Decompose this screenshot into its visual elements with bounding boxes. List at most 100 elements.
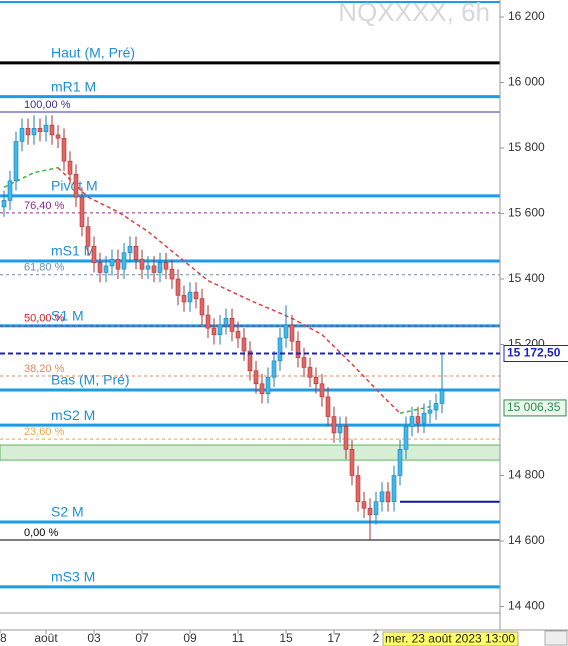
candle-body	[73, 173, 79, 198]
settings-icon[interactable]	[544, 630, 568, 646]
pivot-label: S2 M	[51, 504, 84, 520]
candle-body	[31, 128, 37, 136]
pivot-label: S1 M	[51, 308, 84, 324]
candle-body	[61, 137, 67, 162]
pivot-label: mR1 M	[51, 78, 96, 94]
y-tick-label: 14 600	[508, 533, 545, 547]
candle-body	[307, 367, 313, 378]
candle-body	[283, 324, 289, 339]
candle-body	[235, 331, 241, 339]
candle-body	[247, 350, 253, 372]
x-tick-label: août	[34, 631, 58, 645]
candle-body	[277, 337, 283, 362]
x-tick-label: 03	[87, 631, 101, 645]
fib-label: 23,60 %	[24, 426, 65, 438]
candle-body	[7, 180, 13, 201]
candle-body	[187, 291, 193, 303]
candle-body	[223, 318, 229, 326]
candle-body	[115, 259, 121, 270]
candle-body	[91, 245, 97, 263]
candle-body	[163, 262, 169, 270]
candle-body	[97, 262, 103, 273]
candle-body	[439, 390, 445, 404]
candle-body	[373, 501, 379, 516]
candle-body	[289, 324, 295, 342]
candle-body	[55, 134, 61, 139]
candle-body	[199, 298, 205, 316]
x-tick-label: 07	[135, 631, 149, 645]
candle-body	[67, 160, 73, 175]
candle-body	[385, 491, 391, 502]
pivot-label: mS1 M	[51, 243, 95, 259]
candle-body	[85, 226, 91, 247]
candle-body	[157, 262, 163, 273]
candle-body	[427, 409, 433, 414]
candle-body	[127, 245, 133, 254]
candle-body	[37, 128, 43, 132]
candle-body	[205, 314, 211, 329]
tooltip-text: mer. 23 août 2023 13:00	[385, 632, 515, 646]
candle-body	[145, 265, 151, 270]
candle-body	[367, 507, 373, 516]
candle-body	[211, 327, 217, 335]
candle-body	[391, 475, 397, 502]
price-label-box	[503, 345, 568, 363]
candle-body	[217, 324, 223, 335]
watermark-title: NQXXXX, 6h	[338, 0, 490, 27]
candle-body	[25, 128, 31, 136]
y-tick-label: 14 400	[508, 599, 545, 613]
candle-body	[397, 449, 403, 476]
candle-body	[313, 376, 319, 385]
candle-body	[175, 278, 181, 296]
candle-body	[109, 259, 115, 267]
candle-body	[49, 124, 55, 136]
candle-body	[103, 265, 109, 273]
candle-body	[271, 360, 277, 378]
x-tick-label: 17	[327, 631, 341, 645]
x-tick-label: 11	[232, 631, 245, 645]
candle-body	[133, 245, 139, 260]
candle-body	[241, 337, 247, 352]
y-tick-label: 15 800	[508, 140, 545, 154]
y-tick-label: 14 800	[508, 468, 545, 482]
candle-body	[253, 370, 259, 385]
fib-label: 76,40 %	[24, 200, 65, 212]
average-label: 15 006,35	[507, 400, 561, 414]
candle-body	[121, 252, 127, 270]
candle-body	[19, 128, 25, 142]
y-tick-label: 16 200	[508, 9, 545, 23]
candle-body	[181, 295, 187, 303]
candle-body	[421, 412, 427, 424]
x-tick-label: 8	[0, 631, 7, 645]
zone	[0, 444, 501, 461]
price-label: 15 172,50	[507, 346, 561, 360]
candle-body	[355, 475, 361, 502]
x-tick-label: 2	[373, 631, 380, 645]
candle-body	[361, 501, 367, 509]
moving-average	[57, 167, 401, 414]
candle-body	[409, 416, 415, 427]
moving-average	[399, 405, 431, 415]
pivot-label: Bas (M, Pré)	[51, 372, 130, 388]
average-label-box	[503, 399, 567, 417]
candle-body	[337, 426, 343, 434]
y-tick-label: 16 000	[508, 75, 545, 89]
candle-body	[79, 196, 85, 227]
candle-body	[169, 268, 175, 280]
candle-body	[301, 357, 307, 368]
fib-label: 38,20 %	[24, 363, 65, 375]
candle-body	[193, 291, 199, 299]
candle-body	[229, 318, 235, 332]
fib-label: 100,00 %	[24, 99, 71, 111]
candle-body	[43, 124, 49, 132]
tooltip-box	[382, 631, 519, 646]
candle-body	[379, 491, 385, 502]
pivot-label: mS2 M	[51, 407, 95, 423]
fib-label: 61,80 %	[24, 262, 65, 274]
y-tick-label: 15 600	[508, 206, 545, 220]
candle-body	[349, 449, 355, 476]
candle-body	[433, 403, 439, 411]
pivot-label: mS3 M	[51, 569, 95, 585]
